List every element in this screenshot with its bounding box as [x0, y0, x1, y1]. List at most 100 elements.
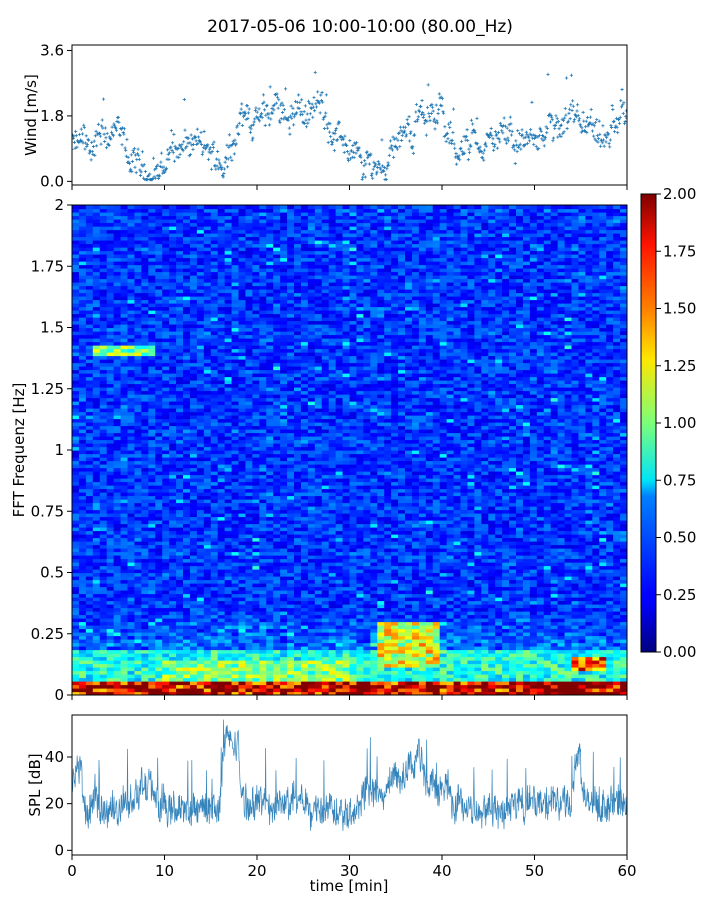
spectrogram-cell: [467, 537, 475, 542]
spectrogram-cell: [599, 688, 607, 693]
wind-point: [238, 111, 242, 115]
spectrogram-cell: [363, 565, 371, 570]
spectrogram-cell: [189, 530, 198, 535]
spectrogram-cell: [425, 611, 434, 616]
spectrogram-cell: [592, 534, 600, 539]
spectrogram-cell: [620, 562, 627, 567]
spectrogram-cell: [578, 579, 586, 584]
spectrogram-cell: [134, 576, 142, 581]
spectrogram-cell: [252, 520, 260, 525]
spectrogram-cell: [273, 551, 281, 556]
spectrogram-cell: [578, 649, 586, 654]
spectrogram-cell: [467, 586, 475, 591]
spectrogram-cell: [509, 520, 517, 525]
spectrogram-cell: [231, 586, 240, 591]
spectrogram-cell: [162, 625, 170, 630]
spectrogram-cell: [231, 653, 240, 658]
wind-point: [345, 149, 349, 154]
spectrogram-cell: [99, 635, 108, 640]
spectrogram-cell: [384, 544, 392, 549]
spectrogram-cell: [169, 537, 177, 542]
spectrogram-cell: [432, 646, 441, 651]
spectrogram-cell: [120, 656, 129, 661]
spectrogram-cell: [502, 674, 510, 679]
spectrogram-cell: [411, 677, 420, 682]
spectrogram-cell: [488, 565, 496, 570]
spectrogram-cell: [92, 590, 101, 595]
spectrogram-cell: [169, 635, 177, 640]
spectrogram-cell: [509, 639, 517, 644]
wind-point: [593, 121, 598, 125]
spectrogram-cell: [384, 660, 392, 665]
spectrogram-cell: [529, 593, 538, 598]
spectrogram-cell: [210, 523, 219, 528]
spectrogram-cell: [495, 632, 503, 637]
spectrogram-cell: [72, 635, 80, 640]
spectrogram-cell: [474, 527, 482, 532]
wind-point: [243, 112, 248, 116]
spectrogram-cell: [564, 551, 573, 556]
spectrogram-cell: [460, 565, 469, 570]
spectrogram-cell: [155, 614, 163, 619]
spectrogram-cell: [363, 681, 371, 686]
spectrogram-cell: [585, 642, 593, 647]
spectrogram-cell: [252, 600, 260, 605]
spectrogram-cell: [425, 516, 434, 521]
wind-point: [74, 134, 78, 138]
spectrogram-cell: [349, 586, 358, 591]
spectrogram-cell: [564, 621, 573, 626]
spectrogram-cell: [217, 544, 226, 549]
spectrogram-cell: [231, 576, 240, 581]
wind-point: [275, 95, 280, 99]
spectrogram-cell: [78, 516, 87, 521]
wind-point: [398, 125, 403, 129]
spectrogram-cell: [543, 583, 552, 588]
spectrogram-cell: [550, 660, 559, 665]
spectrogram-cell: [425, 607, 434, 612]
spectrogram-cell: [231, 548, 240, 553]
spectrogram-cell: [488, 583, 496, 588]
spectrogram-cell: [141, 639, 149, 644]
spectrogram-cell: [294, 597, 302, 602]
spectrogram-cell: [210, 611, 219, 616]
spectrogram-cell: [252, 691, 260, 695]
spectrogram-cell: [599, 593, 607, 598]
wind-point: [311, 115, 315, 119]
spectrogram-cell: [522, 660, 531, 665]
wind-point: [280, 110, 285, 115]
spectrogram-cell: [287, 565, 295, 570]
spectrogram-cell: [92, 558, 101, 563]
spectrogram-cell: [529, 541, 538, 546]
wind-point: [617, 117, 621, 121]
spectrogram-cell: [287, 628, 295, 633]
spectrogram-cell: [224, 681, 233, 686]
spectrogram-cell: [446, 642, 455, 647]
spectrogram-cell: [439, 625, 448, 630]
spectrogram-cell: [259, 660, 267, 665]
spectrogram-cell: [453, 537, 462, 542]
spectrogram-cell: [418, 639, 427, 644]
spectrogram-cell: [176, 684, 184, 689]
spectrogram-cell: [453, 628, 462, 633]
spectrogram-cell: [377, 600, 385, 605]
spectrogram-cell: [162, 681, 170, 686]
spectrogram-cell: [127, 611, 136, 616]
spectrogram-cell: [196, 618, 205, 623]
spectrogram-cell: [127, 614, 136, 619]
spectrogram-cell: [183, 527, 191, 532]
wind-point: [292, 123, 296, 127]
wind-point: [142, 163, 146, 167]
spectrogram-cell: [418, 681, 427, 686]
spectrogram-cell: [217, 656, 226, 661]
spectrogram-cell: [78, 562, 87, 567]
wind-point: [120, 143, 124, 147]
spectrogram-cell: [349, 593, 358, 598]
spectrogram-cell: [592, 642, 600, 647]
spectrogram-cell: [127, 551, 136, 556]
spectrogram-cell: [183, 516, 191, 521]
wind-point: [211, 146, 215, 150]
spectrogram-cell: [210, 628, 219, 633]
spectrogram-cell: [439, 579, 448, 584]
spectrogram-cell: [113, 632, 122, 637]
spectrogram-cell: [495, 607, 503, 612]
